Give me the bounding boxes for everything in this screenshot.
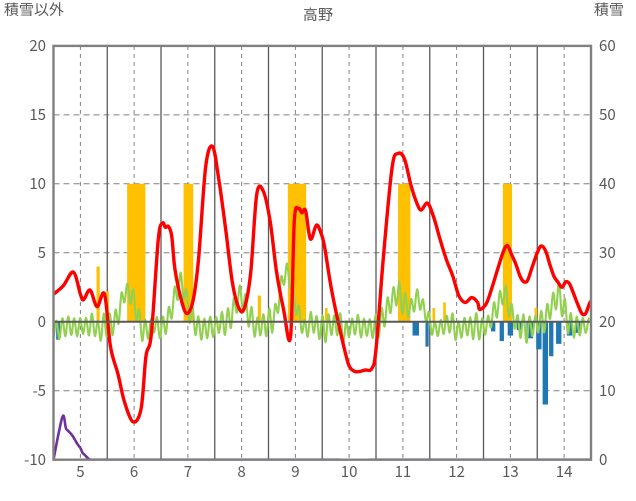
svg-text:11: 11 (395, 461, 412, 482)
svg-text:0: 0 (599, 449, 607, 470)
svg-text:-5: -5 (32, 380, 46, 401)
svg-text:6: 6 (130, 461, 138, 482)
svg-text:30: 30 (599, 242, 616, 263)
svg-text:5: 5 (76, 461, 84, 482)
svg-text:60: 60 (599, 35, 616, 56)
svg-text:12: 12 (448, 461, 465, 482)
svg-text:高野: 高野 (303, 4, 333, 25)
svg-text:7: 7 (184, 461, 192, 482)
svg-text:10: 10 (599, 380, 616, 401)
svg-text:9: 9 (291, 461, 299, 482)
svg-text:積雪: 積雪 (594, 0, 624, 20)
svg-text:8: 8 (237, 461, 245, 482)
svg-text:20: 20 (29, 35, 46, 56)
svg-text:40: 40 (599, 173, 616, 194)
svg-text:20: 20 (599, 311, 616, 332)
svg-text:0: 0 (38, 311, 46, 332)
svg-text:積雪以外: 積雪以外 (4, 0, 64, 20)
svg-text:15: 15 (29, 104, 46, 125)
svg-text:10: 10 (341, 461, 358, 482)
svg-text:-10: -10 (24, 449, 46, 470)
svg-text:5: 5 (38, 242, 46, 263)
svg-text:13: 13 (502, 461, 519, 482)
svg-text:50: 50 (599, 104, 616, 125)
svg-text:10: 10 (29, 173, 46, 194)
svg-text:14: 14 (556, 461, 573, 482)
